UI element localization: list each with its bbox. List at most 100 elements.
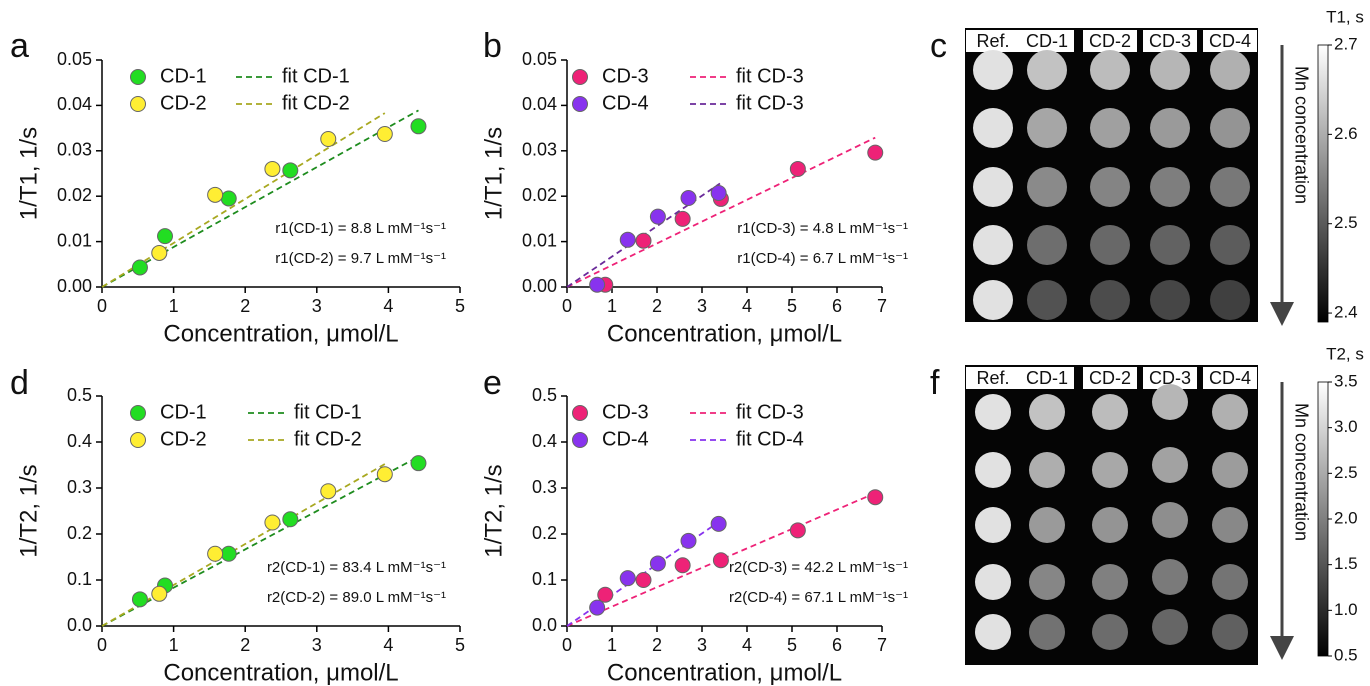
legend-marker	[573, 433, 588, 448]
data-point	[158, 229, 173, 244]
x-tick-label: 2	[652, 635, 662, 655]
x-tick-label: 7	[877, 296, 887, 316]
x-tick-label: 5	[787, 635, 797, 655]
y-tick-label: 0.3	[67, 477, 92, 497]
sample-well	[973, 50, 1013, 90]
x-axis-label: Concentration, μmol/L	[607, 320, 842, 347]
data-point	[221, 546, 236, 561]
sample-well	[975, 614, 1011, 650]
data-point	[152, 586, 167, 601]
sample-well	[973, 108, 1013, 148]
sample-well	[1029, 394, 1065, 430]
sample-well	[1090, 108, 1130, 148]
x-tick-label: 3	[312, 635, 322, 655]
data-point	[221, 191, 236, 206]
data-point	[681, 533, 696, 548]
annotation: r1(CD-1) = 8.8 L mM⁻¹s⁻¹	[275, 220, 446, 237]
sample-well	[1027, 225, 1067, 265]
sample-well	[1027, 167, 1067, 207]
column-header: CD-4	[1209, 31, 1251, 51]
legend-label: CD-2	[160, 428, 207, 450]
figure: a0.000.010.020.030.040.05012345Concentra…	[0, 0, 1370, 686]
sample-well	[1027, 108, 1067, 148]
y-tick-label: 0.3	[532, 477, 557, 497]
legend-marker	[573, 97, 588, 112]
y-tick-label: 0.2	[67, 523, 92, 543]
annotation: r1(CD-4) = 6.7 L mM⁻¹s⁻¹	[737, 250, 908, 267]
panel-label: d	[10, 364, 29, 402]
data-point	[265, 161, 280, 176]
sample-well	[973, 280, 1013, 320]
column-header: CD-4	[1209, 368, 1251, 388]
x-tick-label: 2	[240, 635, 250, 655]
x-tick-label: 2	[240, 296, 250, 316]
colorbar-tick-label: 2.5	[1334, 463, 1358, 482]
y-tick-label: 0.01	[57, 230, 92, 250]
sample-well	[1092, 507, 1128, 543]
column-header: CD-1	[1026, 31, 1068, 51]
sample-well	[1150, 280, 1190, 320]
column-header: Ref.	[976, 368, 1009, 388]
x-tick-label: 5	[455, 635, 465, 655]
data-point	[650, 556, 665, 571]
annotation: r2(CD-3) = 42.2 L mM⁻¹s⁻¹	[729, 559, 908, 576]
legend-label: CD-4	[602, 92, 649, 114]
legend-label: CD-4	[602, 428, 649, 450]
x-tick-label: 4	[742, 296, 752, 316]
sample-well	[1210, 50, 1250, 90]
data-point	[636, 233, 651, 248]
sample-well	[1212, 394, 1248, 430]
data-point	[590, 277, 605, 292]
colorbar-tick-label: 2.6	[1334, 124, 1358, 143]
panel-label: e	[483, 364, 502, 402]
y-tick-label: 0.00	[57, 276, 92, 296]
data-point	[411, 456, 426, 471]
panel-label: b	[483, 27, 502, 65]
sample-well	[1212, 614, 1248, 650]
sample-well	[1152, 447, 1188, 483]
y-axis-label: 1/T1, 1/s	[480, 127, 507, 220]
y-tick-label: 0.1	[532, 569, 557, 589]
y-tick-label: 0.1	[67, 569, 92, 589]
sample-well	[975, 452, 1011, 488]
annotation: r1(CD-2) = 9.7 L mM⁻¹s⁻¹	[275, 250, 446, 267]
sample-well	[1212, 564, 1248, 600]
colorbar-tick-label: 2.5	[1334, 213, 1358, 232]
legend-label: CD-1	[160, 401, 207, 423]
y-tick-label: 0.5	[67, 385, 92, 405]
legend-label: fit CD-2	[294, 428, 362, 450]
sample-well	[1092, 564, 1128, 600]
y-tick-label: 0.02	[57, 185, 92, 205]
data-point	[411, 119, 426, 134]
x-tick-label: 1	[169, 296, 179, 316]
colorbar-label: T2, s	[1326, 344, 1364, 363]
x-tick-label: 6	[832, 296, 842, 316]
sample-well	[1092, 452, 1128, 488]
sample-well	[1029, 614, 1065, 650]
y-tick-label: 0.05	[57, 49, 92, 69]
colorbar-tick-label: 2.0	[1334, 508, 1358, 527]
x-tick-label: 0	[97, 635, 107, 655]
y-tick-label: 0.04	[57, 94, 92, 114]
sample-well	[1210, 108, 1250, 148]
column-header: CD-3	[1149, 31, 1191, 51]
sample-well	[1090, 50, 1130, 90]
colorbar-tick-label: 0.5	[1334, 645, 1358, 664]
sample-well	[1150, 108, 1190, 148]
legend-label: CD-2	[160, 92, 207, 114]
sample-well	[1150, 225, 1190, 265]
sample-well	[1210, 280, 1250, 320]
x-tick-label: 0	[562, 635, 572, 655]
sample-well	[973, 167, 1013, 207]
sample-well	[1210, 225, 1250, 265]
column-header: CD-1	[1026, 368, 1068, 388]
y-tick-label: 0.0	[532, 615, 557, 635]
sample-well	[1029, 564, 1065, 600]
sample-well	[1090, 280, 1130, 320]
y-tick-label: 0.5	[532, 385, 557, 405]
sample-well	[1092, 614, 1128, 650]
data-point	[868, 145, 883, 160]
sample-well	[1092, 394, 1128, 430]
sample-well	[1212, 452, 1248, 488]
x-axis-label: Concentration, μmol/L	[163, 659, 398, 686]
